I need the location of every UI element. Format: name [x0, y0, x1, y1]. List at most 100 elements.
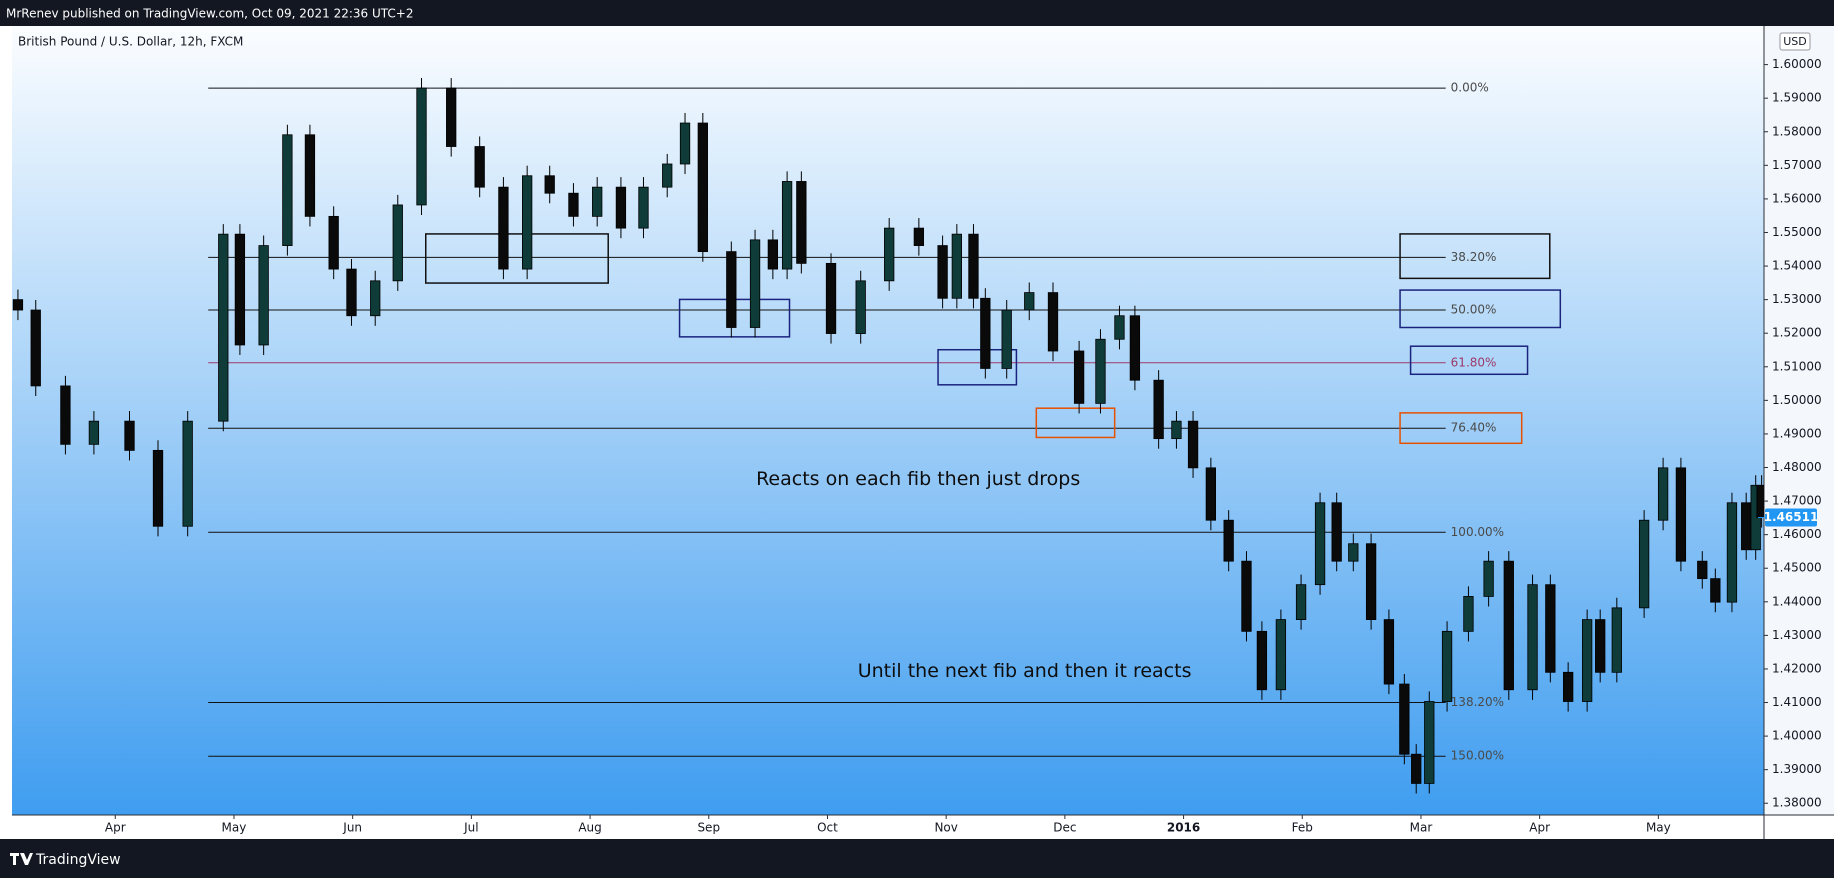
candle-body	[1114, 315, 1125, 340]
candle-body	[855, 280, 866, 334]
candle-body	[258, 245, 269, 346]
plot-area	[12, 26, 1764, 815]
x-tick-label: May	[1646, 821, 1671, 835]
candle-body	[1129, 315, 1141, 381]
candle-body	[474, 146, 485, 188]
y-tick-label: 1.59000	[1772, 91, 1822, 105]
candle-body	[1638, 519, 1650, 609]
y-tick-label: 1.49000	[1772, 426, 1822, 440]
y-tick-label: 1.57000	[1772, 158, 1822, 172]
candle-body	[124, 420, 135, 451]
x-tick-label: Feb	[1292, 821, 1313, 835]
candle-body	[1527, 584, 1538, 691]
annotation: Reacts on each fib then just drops	[756, 468, 1080, 490]
candle-body	[726, 251, 737, 328]
candle-body	[1256, 630, 1268, 691]
candle-body	[1611, 607, 1622, 673]
candle-body	[1047, 292, 1059, 352]
left-margin	[0, 26, 12, 839]
x-tick-label: Dec	[1053, 821, 1076, 835]
candle-body	[568, 192, 579, 217]
candle-body	[1441, 630, 1453, 702]
candle-body	[328, 215, 339, 270]
symbol-title: British Pound / U.S. Dollar, 12h, FXCM	[18, 35, 243, 49]
candle-body	[498, 186, 509, 270]
candle-body	[446, 87, 457, 147]
candle-body	[615, 186, 627, 229]
candle-body	[234, 233, 246, 346]
publish-info: MrRenev published on TradingView.com, Oc…	[6, 7, 413, 21]
candle-body	[60, 385, 71, 445]
y-tick-label: 1.44000	[1772, 594, 1822, 608]
currency: USD	[1783, 35, 1807, 48]
x-tick-label: 2016	[1167, 821, 1200, 835]
highlight-box	[937, 348, 1018, 386]
x-tick-label: Jun	[342, 821, 362, 835]
y-tick-label: 1.52000	[1772, 326, 1822, 340]
candle-body	[1726, 502, 1738, 603]
candle-body	[968, 233, 979, 299]
highlight-box	[1399, 412, 1523, 445]
last-price-label: 1.46511	[1764, 510, 1819, 524]
logo	[10, 853, 33, 865]
highlight-box	[425, 233, 609, 284]
candle-body	[544, 175, 555, 194]
candle-body	[346, 268, 357, 317]
candle-body	[662, 163, 673, 188]
x-tick-label: Aug	[578, 821, 601, 835]
candle-body	[1411, 753, 1422, 784]
candle-body	[1331, 502, 1342, 562]
candle-body	[1675, 467, 1687, 562]
y-tick-label: 1.42000	[1772, 661, 1822, 675]
plot: 0.00% 38.20% 50.00% 61.80% 76.40% 100.00% 138.…	[12, 78, 1764, 794]
fib-label: 50.00%	[1451, 303, 1497, 317]
y-tick-label: 1.58000	[1772, 124, 1822, 138]
candle-body	[679, 122, 691, 165]
candle-body	[1463, 596, 1474, 632]
fib-label: 150.00%	[1451, 749, 1504, 763]
y-tick-label: 1.53000	[1772, 292, 1822, 306]
brand: TradingView	[35, 852, 121, 868]
candle-body	[697, 122, 708, 253]
candle-body	[781, 181, 793, 270]
fib-label: 0.00%	[1451, 81, 1489, 95]
y-tick-label: 1.43000	[1772, 628, 1822, 642]
x-tick-label: May	[222, 821, 247, 835]
time-axis	[12, 815, 1834, 839]
candle-body	[1741, 502, 1752, 551]
candle-body	[1223, 519, 1234, 562]
x-tick-label: Apr	[105, 821, 126, 835]
candle-body	[522, 175, 533, 270]
top-bar	[0, 0, 1834, 26]
annotation: Until the next fib and then it reacts	[858, 660, 1192, 682]
candle-body	[1399, 683, 1410, 755]
highlight-box	[1399, 233, 1551, 280]
y-tick-label: 1.39000	[1772, 762, 1822, 776]
fib-label: 76.40%	[1451, 421, 1497, 435]
candle-body	[392, 204, 403, 282]
highlight-box	[1399, 289, 1562, 329]
y-tick-label: 1.51000	[1772, 359, 1822, 373]
candle-body	[304, 134, 316, 217]
candle-body	[1595, 619, 1606, 673]
candle-body	[913, 227, 925, 246]
candle-body	[30, 309, 41, 387]
candle-body	[152, 449, 164, 527]
x-tick-label: Jul	[463, 821, 478, 835]
y-tick-label: 1.45000	[1772, 561, 1822, 575]
candle-body	[1205, 467, 1217, 521]
y-tick-label: 1.55000	[1772, 225, 1822, 239]
x-tick-label: Nov	[934, 821, 957, 835]
candle-body	[282, 134, 293, 246]
y-tick-label: 1.50000	[1772, 393, 1822, 407]
candle-body	[1562, 671, 1574, 702]
currency-box[interactable]	[1779, 32, 1811, 51]
candle-body	[1171, 420, 1182, 440]
candle-body	[1383, 619, 1395, 685]
x-tick-label: Apr	[1529, 821, 1550, 835]
y-tick-label: 1.60000	[1772, 57, 1822, 71]
candle-body	[182, 420, 193, 527]
candle-body	[825, 262, 837, 334]
candle-body	[1187, 420, 1199, 469]
